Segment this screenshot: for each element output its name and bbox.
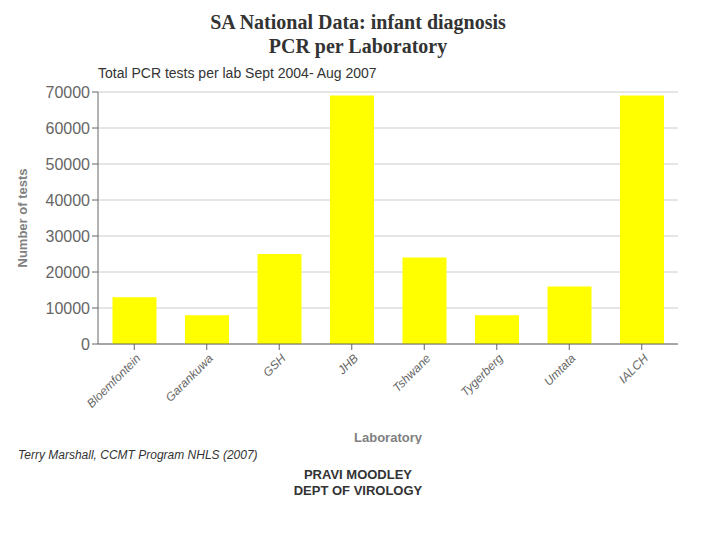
svg-text:20000: 20000 [46, 264, 91, 281]
html-text:Terry Marshall, CCMT Program N: Terry Marshall, CCMT Program NHLS (2007) [18, 448, 258, 462]
svg-text:IALCH: IALCH [616, 351, 651, 386]
html-text:PCR per Laboratory: PCR per Laboratory [268, 35, 448, 57]
svg-text:10000: 10000 [46, 300, 91, 317]
svg-text:50000: 50000 [46, 156, 91, 173]
svg-text:Tygerberg: Tygerberg [458, 351, 506, 399]
svg-text:0: 0 [81, 336, 90, 353]
svg-text:Umtata: Umtata [541, 351, 578, 388]
html-text:PRAVI MOODLEY: PRAVI MOODLEY [303, 467, 412, 482]
svg-text:JHB: JHB [334, 351, 361, 378]
svg-text:Garankuwa: Garankuwa [163, 351, 217, 405]
svg-text:40000: 40000 [46, 192, 91, 209]
svg-text:Number of tests: Number of tests [15, 169, 30, 268]
svg-text:Bloemfontein: Bloemfontein [84, 351, 144, 411]
svg-text:60000: 60000 [46, 120, 91, 137]
svg-text:GSH: GSH [260, 351, 289, 380]
svg-text:70000: 70000 [46, 84, 91, 101]
svg-text:30000: 30000 [46, 228, 91, 245]
svg-text:Laboratory: Laboratory [354, 430, 423, 444]
html-text:Total PCR tests per lab Sept 2: Total PCR tests per lab Sept 2004- Aug 2… [98, 65, 377, 81]
svg-text:Tshwane: Tshwane [390, 351, 434, 395]
html-text:SA National Data: infant diagn: SA National Data: infant diagnosis [210, 11, 506, 33]
html-text:DEPT OF VIROLOGY: DEPT OF VIROLOGY [293, 483, 423, 498]
